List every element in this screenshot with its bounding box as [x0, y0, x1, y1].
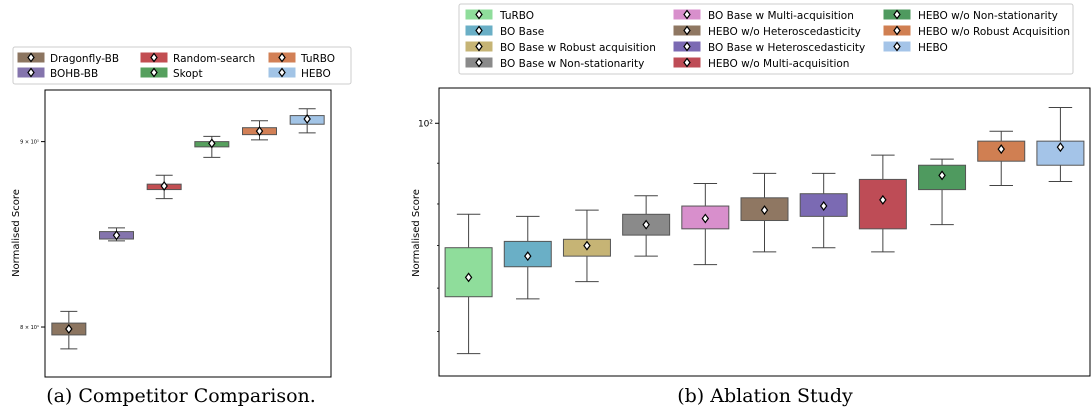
left-panel: Dragonfly-BB BOHB-BB Random-search Skopt TuR…: [11, 46, 352, 378]
right-legend-item-marker: [683, 57, 691, 68]
right-box-median-marker: [524, 251, 532, 262]
left-legend-item-marker: [150, 67, 158, 78]
right-legend-label: TuRBO: [499, 10, 534, 22]
right-box-median-marker: [879, 194, 887, 205]
left-box: [289, 108, 325, 134]
right-box-median-marker: [701, 213, 710, 224]
right-box-median-marker: [642, 219, 650, 230]
left-y-axis-label: Normalised Score: [11, 189, 22, 277]
right-y-axis-label: Normalised Score: [411, 189, 422, 277]
right-box-median-marker: [997, 144, 1005, 155]
left-box-median-marker: [65, 323, 73, 334]
left-box: [51, 310, 87, 350]
right-box: [1036, 107, 1085, 182]
right-box-median-marker: [760, 205, 769, 216]
left-boxes: [51, 108, 325, 350]
right-legend-item-marker: [683, 9, 691, 20]
right-box: [622, 195, 671, 257]
right-legend-label: HEBO w/o Robust Acquisition: [918, 26, 1070, 38]
right-legend-label: HEBO w/o Multi-acquisition: [708, 58, 849, 70]
left-legend-item-marker: [278, 52, 286, 63]
right-legend-item-marker: [893, 41, 901, 52]
right-box-median-marker: [583, 240, 591, 251]
right-legend-item-marker: [893, 25, 901, 36]
right-legend-item-marker: [475, 25, 483, 36]
right-box: [444, 213, 493, 355]
right-boxes: [444, 107, 1085, 355]
left-box-median-marker: [303, 114, 311, 125]
left-legend-item-marker: [150, 52, 158, 63]
right-legend-item-marker: [893, 9, 901, 20]
left-legend-label: Skopt: [173, 68, 203, 80]
left-box-median-marker: [255, 126, 264, 137]
left-y-ticks: 8 × 10¹ 9 × 10¹: [20, 140, 45, 331]
left-box: [146, 174, 182, 200]
right-box: [740, 172, 789, 253]
left-box: [242, 120, 277, 141]
right-legend-item-marker: [475, 41, 483, 52]
right-legend-label: BO Base w Multi-acquisition: [708, 10, 854, 22]
right-y-ticks: 10²: [418, 119, 439, 332]
caption-left: (a) Competitor Comparison.: [46, 385, 316, 407]
right-box-median-marker: [819, 201, 828, 212]
right-box: [562, 209, 611, 283]
right-legend: TuRBO BO Base BO Base w Robust acquisition…: [458, 3, 1074, 75]
right-legend-label: BO Base w Non-stationarity: [500, 58, 644, 70]
right-legend-label: HEBO: [918, 42, 948, 54]
right-legend-item-marker: [683, 41, 691, 52]
left-legend-label: Dragonfly-BB: [50, 53, 119, 65]
right-box-median-marker: [1056, 142, 1065, 153]
left-y-tick-label: 9 × 10¹: [20, 140, 39, 146]
right-box: [858, 154, 907, 253]
right-box: [918, 158, 967, 226]
right-legend-label: BO Base w Heteroscedasticity: [708, 42, 865, 54]
right-box: [503, 215, 552, 300]
right-box-iqr: [444, 247, 493, 298]
left-legend-item-marker: [27, 52, 35, 63]
right-legend-label: HEBO w/o Non-stationarity: [918, 10, 1058, 22]
left-legend-label: TuRBO: [300, 53, 335, 65]
right-panel: TuRBO BO Base BO Base w Robust acquisition…: [411, 3, 1091, 377]
left-legend-label: BOHB-BB: [50, 68, 98, 80]
left-box: [99, 227, 134, 242]
left-legend-item-marker: [278, 67, 286, 78]
right-box: [681, 182, 730, 266]
left-box-median-marker: [208, 138, 216, 149]
right-legend-label: BO Base w Robust acquisition: [500, 42, 656, 54]
left-y-tick-label: 8 × 10¹: [20, 325, 39, 331]
right-legend-label: BO Base: [500, 26, 544, 38]
caption-right: (b) Ablation Study: [677, 385, 853, 407]
right-plot-frame: [438, 87, 1091, 377]
left-legend: Dragonfly-BB BOHB-BB Random-search Skopt TuR…: [12, 46, 352, 85]
right-box: [977, 130, 1026, 187]
right-box-median-marker: [938, 170, 946, 181]
left-legend-item-marker: [27, 67, 35, 78]
right-box: [799, 172, 848, 249]
left-box: [194, 135, 230, 158]
left-legend-label: Random-search: [173, 53, 255, 65]
right-y-tick-label: 10²: [418, 119, 433, 129]
right-legend-label: HEBO w/o Heteroscedasticity: [708, 26, 861, 38]
left-box-median-marker: [112, 230, 121, 241]
left-legend-label: HEBO: [301, 68, 331, 80]
left-box-median-marker: [160, 180, 168, 191]
right-legend-item-marker: [475, 57, 483, 68]
right-box-median-marker: [464, 272, 473, 283]
left-plot-frame: [44, 89, 332, 378]
right-legend-item-marker: [683, 25, 691, 36]
right-legend-item-marker: [475, 9, 483, 20]
